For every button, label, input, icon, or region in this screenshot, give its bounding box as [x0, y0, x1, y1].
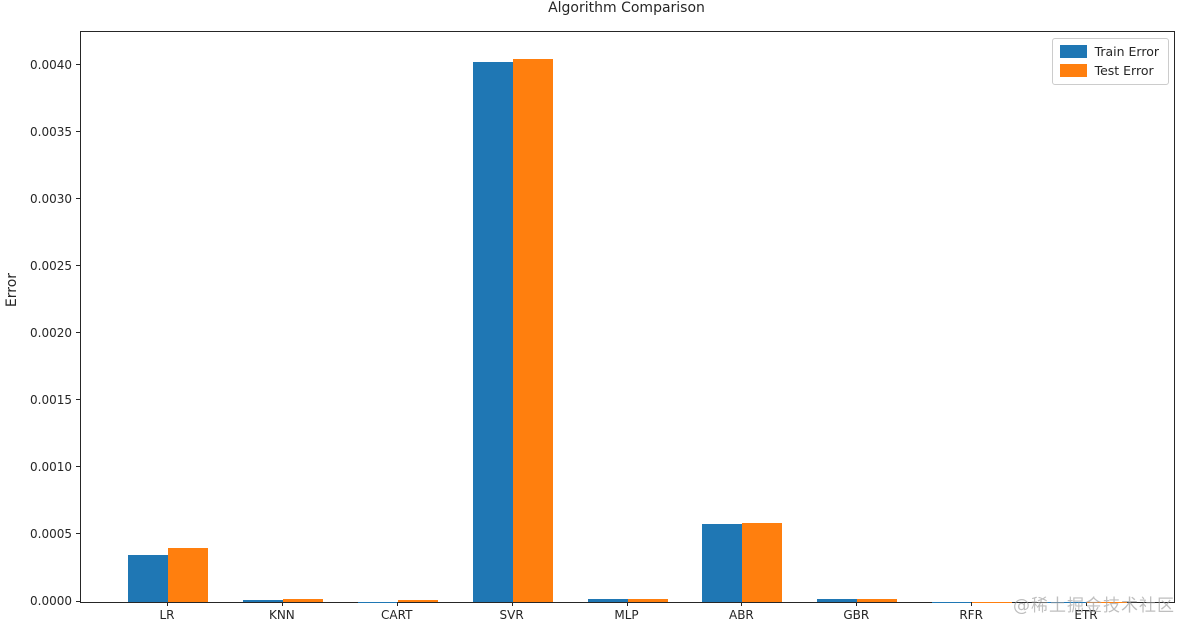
x-tick-label-gbr: GBR	[843, 608, 870, 622]
bar-lr-test-error	[168, 548, 208, 602]
y-tick-label: 0.0040	[30, 57, 72, 72]
x-tick-mark	[167, 602, 168, 606]
legend: Train Error Test Error	[1051, 38, 1169, 85]
legend-item-train-error: Train Error	[1059, 44, 1159, 59]
y-tick-label: 0.0030	[30, 191, 72, 206]
plot-area: Train Error Test Error	[80, 31, 1175, 603]
x-tick-label-etr: ETR	[1074, 608, 1098, 622]
legend-label-test-error: Test Error	[1094, 63, 1154, 78]
x-tick-mark	[971, 602, 973, 606]
y-tick-mark	[76, 533, 80, 535]
y-tick-label: 0.0025	[30, 258, 72, 273]
bar-knn-train-error	[242, 600, 283, 602]
x-tick-mark	[511, 602, 513, 606]
bar-abr-test-error	[742, 522, 783, 602]
bar-gbr-test-error	[857, 599, 898, 602]
y-tick-mark	[76, 600, 80, 602]
bar-svr-train-error	[472, 61, 513, 602]
x-tick-label-svr: SVR	[499, 608, 524, 622]
y-tick-mark	[76, 265, 80, 267]
x-tick-label-abr: ABR	[728, 608, 754, 622]
x-tick-mark	[281, 602, 283, 606]
y-axis-label: Error	[4, 272, 20, 308]
x-tick-mark	[626, 602, 628, 606]
legend-item-test-error: Test Error	[1059, 63, 1159, 78]
bar-cart-test-error	[397, 600, 438, 602]
y-tick-label: 0.0035	[30, 124, 72, 139]
legend-swatch-test-error	[1059, 64, 1087, 77]
x-tick-label-lr: LR	[159, 608, 175, 622]
legend-swatch-train-error	[1059, 45, 1087, 58]
legend-label-train-error: Train Error	[1094, 44, 1159, 59]
x-tick-label-mlp: MLP	[614, 608, 639, 622]
y-tick-label: 0.0015	[30, 392, 72, 407]
bar-gbr-train-error	[817, 599, 858, 602]
y-tick-label: 0.0000	[30, 594, 72, 608]
bar-mlp-test-error	[627, 599, 668, 602]
watermark: @稀土掘金技术社区	[1013, 596, 1175, 616]
x-tick-mark	[741, 602, 743, 606]
y-tick-mark	[76, 198, 80, 200]
y-tick-mark	[76, 466, 80, 468]
x-tick-mark	[396, 602, 398, 606]
bar-lr-train-error	[128, 555, 168, 602]
x-tick-label-knn: KNN	[268, 608, 295, 622]
bar-mlp-train-error	[587, 599, 628, 602]
bar-knn-test-error	[282, 599, 323, 602]
y-tick-mark	[76, 332, 80, 334]
y-tick-label: 0.0010	[30, 459, 72, 474]
y-tick-label: 0.0005	[30, 526, 72, 541]
y-tick-label: 0.0020	[30, 325, 72, 340]
x-tick-mark	[856, 602, 858, 606]
x-tick-label-rfr: RFR	[959, 608, 983, 622]
x-tick-label-cart: CART	[381, 608, 413, 622]
chart-title: Algorithm Comparison	[548, 0, 705, 16]
y-tick-mark	[76, 131, 80, 133]
bar-abr-train-error	[702, 524, 743, 602]
y-tick-mark	[76, 399, 80, 401]
y-tick-mark	[76, 64, 80, 66]
bar-svr-test-error	[512, 59, 553, 602]
x-tick-mark	[1086, 602, 1087, 606]
